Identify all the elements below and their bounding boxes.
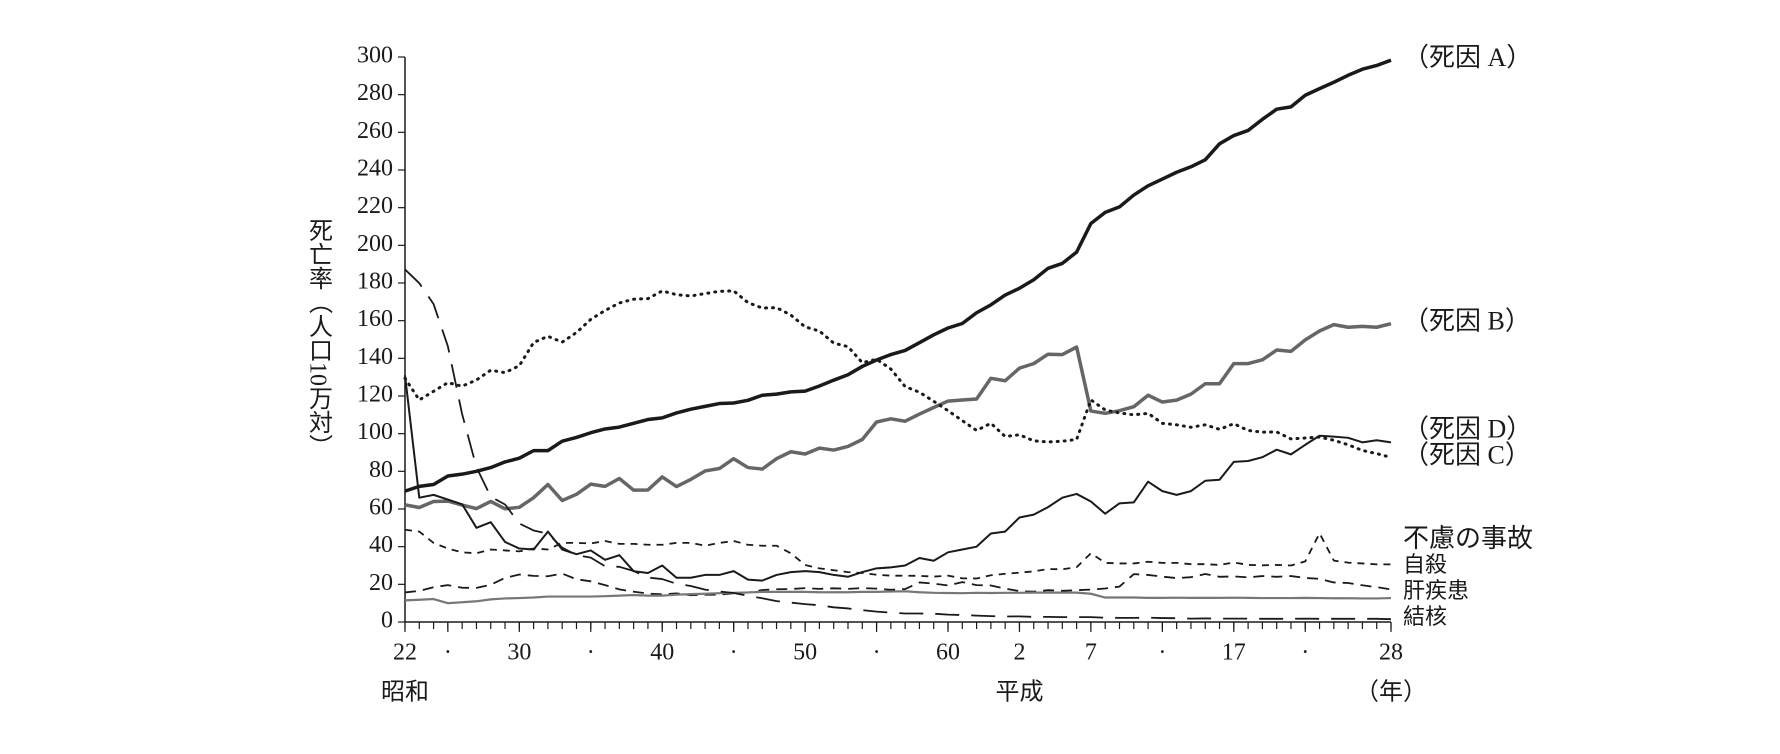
y-tick-label: 0 bbox=[381, 608, 393, 634]
x-tick-label: · bbox=[587, 640, 595, 666]
series-label: （死因 B） bbox=[1403, 307, 1531, 336]
y-tick-label: 100 bbox=[357, 419, 393, 445]
series-line bbox=[404, 268, 1392, 621]
series-line bbox=[404, 375, 1392, 582]
y-tick-label: 160 bbox=[357, 306, 393, 332]
y-tick-label: 60 bbox=[369, 495, 393, 521]
series-label: 不慮の事故 bbox=[1403, 524, 1533, 553]
y-tick-label: 280 bbox=[357, 80, 393, 106]
x-tick-label: 22 bbox=[393, 640, 417, 666]
series-label: （死因 C） bbox=[1403, 440, 1531, 469]
series-label: 自殺 bbox=[1403, 552, 1447, 577]
x-tick-label: 2 bbox=[1013, 640, 1025, 666]
x-tick-label: 28 bbox=[1379, 640, 1403, 666]
y-tick-label: 240 bbox=[357, 156, 393, 182]
series-line bbox=[404, 572, 1392, 597]
x-tick-label: 40 bbox=[650, 640, 674, 666]
y-tick-label: 260 bbox=[357, 118, 393, 144]
y-tick-label: 140 bbox=[357, 344, 393, 370]
y-tick-label: 80 bbox=[369, 457, 393, 483]
x-tick-label: · bbox=[444, 640, 452, 666]
x-tick-label: · bbox=[1158, 640, 1166, 666]
x-tick-label: · bbox=[730, 640, 738, 666]
x-tick-label: · bbox=[1301, 640, 1309, 666]
series-line bbox=[404, 321, 1392, 511]
series-label: 結核 bbox=[1403, 604, 1447, 629]
x-tick-label: 30 bbox=[507, 640, 531, 666]
era-label: 昭和 bbox=[381, 679, 429, 706]
y-axis-label: 死亡率（人口10万対） bbox=[304, 218, 332, 458]
x-tick-label: 60 bbox=[936, 640, 960, 666]
y-tick-label: 180 bbox=[357, 269, 393, 295]
x-tick-label: · bbox=[873, 640, 881, 666]
series-label: （死因 D） bbox=[1403, 414, 1532, 443]
series-label: 肝疾患 bbox=[1403, 578, 1469, 603]
x-tick-label: 7 bbox=[1085, 640, 1097, 666]
y-tick-label: 20 bbox=[369, 570, 393, 596]
era-label: 平成 bbox=[995, 679, 1043, 706]
y-tick-label: 200 bbox=[357, 231, 393, 257]
y-tick-label: 300 bbox=[357, 43, 393, 69]
era-label: （年） bbox=[1355, 679, 1427, 706]
y-tick-label: 120 bbox=[357, 382, 393, 408]
series-line bbox=[403, 289, 1393, 459]
series-line bbox=[404, 58, 1392, 493]
series-line bbox=[404, 528, 1391, 580]
y-tick-label: 40 bbox=[369, 532, 393, 558]
y-tick-label: 220 bbox=[357, 193, 393, 219]
x-tick-label: 17 bbox=[1222, 640, 1246, 666]
series-label: （死因 A） bbox=[1403, 43, 1532, 72]
x-tick-label: 50 bbox=[793, 640, 817, 666]
series-line bbox=[404, 590, 1392, 605]
